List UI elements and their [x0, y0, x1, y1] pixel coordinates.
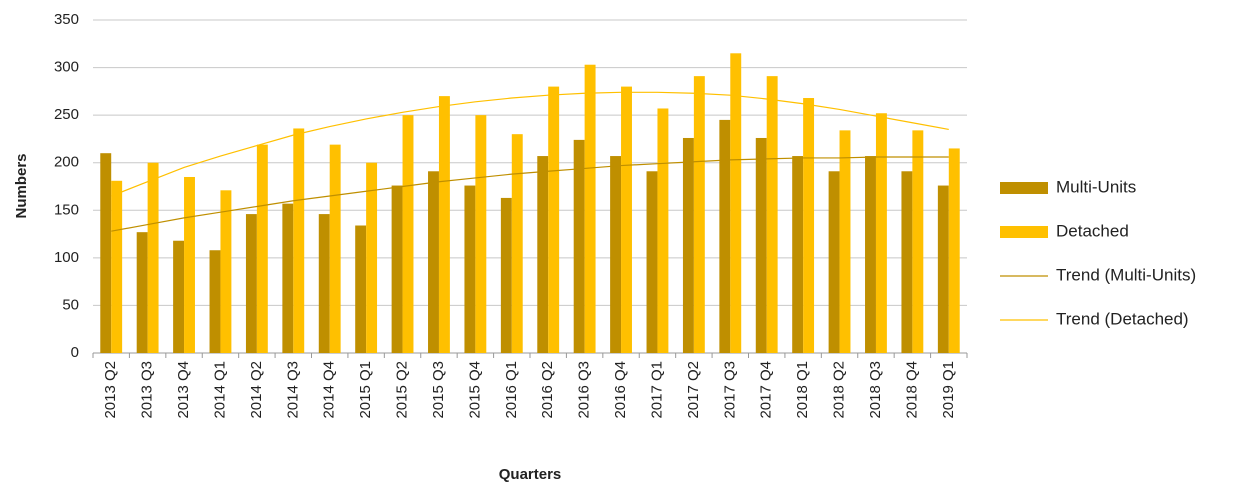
bar: [719, 119, 731, 354]
bar: [693, 76, 705, 354]
x-tick-label: 2017 Q1: [648, 361, 665, 419]
x-tick-label: 2015 Q3: [430, 361, 447, 419]
y-tick-label: 350: [54, 11, 79, 28]
x-tick-label: 2016 Q2: [539, 361, 556, 419]
legend-label: Detached: [1056, 221, 1129, 240]
y-tick-label: 200: [54, 154, 79, 171]
bar: [111, 180, 123, 353]
bar: [475, 115, 487, 354]
x-axis-title: Quarters: [499, 466, 562, 483]
bar: [912, 130, 924, 353]
x-tick-label: 2014 Q2: [248, 361, 265, 419]
x-tick-label: 2018 Q2: [831, 361, 848, 419]
bar: [839, 130, 851, 353]
y-tick-label: 150: [54, 201, 79, 218]
bar: [256, 144, 268, 353]
bar: [584, 64, 596, 354]
bar: [329, 144, 341, 353]
bar: [428, 171, 439, 353]
bar: [803, 98, 815, 353]
x-tick-label: 2017 Q4: [758, 361, 775, 419]
bar: [792, 156, 804, 353]
x-tick-label: 2018 Q4: [903, 361, 920, 419]
bar: [147, 162, 159, 353]
legend-swatch: [1000, 226, 1048, 238]
x-tick-label: 2013 Q3: [139, 361, 156, 419]
x-tick-label: 2018 Q1: [794, 361, 811, 419]
y-tick-label: 0: [71, 344, 79, 361]
y-tick-label: 250: [54, 106, 79, 123]
legend-label: Multi-Units: [1056, 177, 1136, 196]
bar: [948, 148, 960, 353]
bar: [293, 128, 305, 353]
x-tick-label: 2017 Q2: [685, 361, 702, 419]
bar: [730, 53, 742, 354]
bar: [282, 203, 294, 353]
legend-swatch: [1000, 182, 1048, 194]
bar: [464, 185, 476, 353]
x-tick-label: 2018 Q3: [867, 361, 884, 419]
x-tick-label: 2015 Q4: [466, 361, 483, 419]
x-tick-label: 2017 Q3: [721, 361, 738, 419]
bar: [500, 197, 512, 353]
trend-line: [111, 156, 949, 232]
x-tick-label: 2014 Q3: [284, 361, 301, 419]
trend-line: [110, 91, 949, 197]
bar: [766, 76, 778, 354]
y-tick-label: 50: [62, 296, 79, 313]
y-axis-title: Numbers: [13, 153, 30, 218]
x-tick-label: 2014 Q4: [321, 361, 338, 419]
bar: [901, 171, 913, 353]
bar: [511, 134, 523, 353]
bar: [621, 86, 632, 353]
bar: [682, 137, 694, 353]
bar: [136, 232, 148, 353]
x-tick-label: 2015 Q1: [357, 361, 374, 419]
bar: [828, 171, 840, 353]
bar: [100, 153, 112, 353]
x-tick-label: 2016 Q1: [503, 361, 520, 419]
y-tick-label: 300: [54, 59, 79, 76]
x-tick-label: 2013 Q4: [175, 361, 192, 419]
bar: [391, 185, 403, 353]
bar: [245, 214, 257, 353]
bar: [548, 86, 560, 353]
x-tick-label: 2016 Q3: [576, 361, 593, 419]
bar: [220, 190, 232, 353]
bar: [318, 214, 330, 353]
bar: [355, 225, 367, 353]
bar: [573, 139, 585, 353]
bar: [173, 240, 185, 353]
legend-label: Trend (Multi-Units): [1056, 265, 1196, 284]
bar: [537, 156, 549, 353]
x-tick-label: 2019 Q1: [940, 361, 957, 419]
bar: [209, 250, 221, 353]
x-tick-label: 2015 Q2: [394, 361, 411, 419]
bar: [937, 185, 949, 353]
bar: [184, 176, 195, 353]
bar: [755, 137, 767, 353]
x-tick-label: 2013 Q2: [102, 361, 119, 419]
bar: [875, 113, 887, 354]
y-tick-label: 100: [54, 249, 79, 266]
bar: [402, 115, 414, 354]
bar: [646, 171, 658, 353]
legend-label: Trend (Detached): [1056, 309, 1189, 328]
bar: [657, 108, 669, 354]
bar: [865, 156, 876, 353]
bar: [610, 156, 622, 353]
x-tick-label: 2014 Q1: [211, 361, 228, 419]
bar: [438, 96, 450, 353]
bar: [366, 162, 378, 353]
x-tick-label: 2016 Q4: [612, 361, 629, 419]
